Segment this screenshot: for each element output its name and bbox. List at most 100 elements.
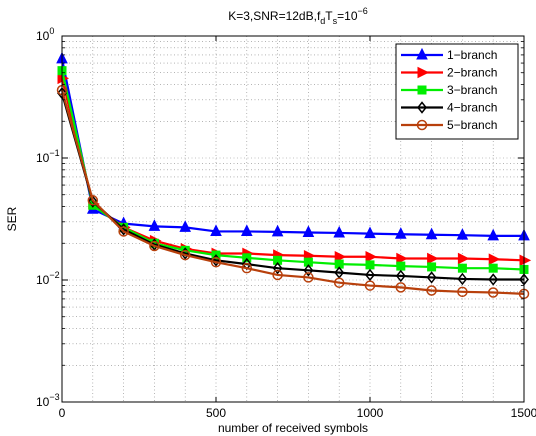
series-line <box>60 70 525 271</box>
data-point <box>303 272 314 283</box>
legend-label: 4−branch <box>447 101 497 115</box>
legend-entry: 2−branch <box>401 66 497 80</box>
data-point <box>118 226 129 237</box>
x-tick-labels: 0 500 1000 1500 <box>59 406 536 420</box>
data-point <box>427 252 439 265</box>
y-tick-label: 10−3 <box>36 392 60 409</box>
data-point <box>488 253 501 266</box>
data-point <box>334 250 347 263</box>
data-point <box>302 225 315 238</box>
legend-entry: 1−branch <box>401 47 497 62</box>
data-point <box>457 252 470 265</box>
data-point <box>87 195 98 208</box>
data-point <box>488 273 499 286</box>
series-line <box>60 78 525 262</box>
y-tick-base: 10 <box>36 273 50 287</box>
data-point <box>241 262 253 274</box>
legend-label: 3−branch <box>447 83 497 97</box>
title-main: K=3,SNR=12dB,f <box>228 9 321 23</box>
y-tick-exponent: 0 <box>49 26 54 36</box>
tick-marks <box>61 35 525 403</box>
data-point <box>210 224 222 236</box>
legend-marker <box>417 101 427 114</box>
data-point <box>272 269 283 281</box>
legend-marker <box>416 47 428 60</box>
y-tick-exponent: −3 <box>49 392 59 402</box>
data-point <box>365 268 375 282</box>
data-point <box>365 260 375 270</box>
y-axis-label: SER <box>5 206 19 231</box>
title-eq: =10 <box>337 9 358 23</box>
data-point <box>457 286 468 298</box>
series-5-branch <box>56 84 530 300</box>
legend-marker <box>417 66 430 79</box>
data-point <box>364 280 376 291</box>
plot-frame <box>61 35 525 403</box>
legend-label: 5−branch <box>447 118 497 132</box>
x-tick-label: 1500 <box>511 406 536 420</box>
data-point <box>395 282 407 293</box>
data-point <box>365 250 378 263</box>
x-tick-label: 1000 <box>357 406 384 420</box>
series-1-branch <box>56 51 530 241</box>
data-point <box>240 224 253 236</box>
data-point <box>427 262 437 272</box>
data-point <box>395 269 406 283</box>
y-tick-label: 10−1 <box>36 148 60 165</box>
x-axis-label: number of received symbols <box>218 421 368 435</box>
data-point <box>272 261 283 275</box>
data-point <box>179 249 191 261</box>
legend-entry: 5−branch <box>401 118 497 132</box>
data-point <box>333 277 345 288</box>
data-point <box>396 261 406 271</box>
data-point <box>487 228 500 241</box>
data-point <box>457 272 468 286</box>
legend: 1−branch 2−branch 3−branch 4−branch 5−branch <box>395 43 519 140</box>
y-tick-label: 100 <box>36 26 54 43</box>
legend-entry: 4−branch <box>401 101 497 115</box>
y-tick-exponent: −2 <box>49 270 59 280</box>
y-tick-base: 10 <box>36 395 50 409</box>
y-tick-base: 10 <box>36 29 50 43</box>
data-point <box>487 287 499 298</box>
legend-marker <box>417 85 427 95</box>
data-point <box>456 228 469 240</box>
data-point <box>396 252 408 265</box>
data-point <box>425 227 438 240</box>
data-point <box>148 219 161 231</box>
title-mid: T <box>325 9 333 23</box>
legend-entry: 3−branch <box>401 83 497 97</box>
series-line <box>60 58 524 237</box>
data-point <box>242 253 252 263</box>
data-point <box>457 263 467 273</box>
chart-title: K=3,SNR=12dB,fdTs=10−6 <box>228 6 368 26</box>
data-point <box>179 220 192 232</box>
data-point <box>488 263 498 273</box>
y-tick-exponent: −1 <box>49 148 59 158</box>
data-point <box>394 227 407 239</box>
data-point <box>210 256 222 268</box>
data-point <box>333 225 346 238</box>
legend-label: 2−branch <box>447 66 497 80</box>
data-point <box>426 285 437 296</box>
legend-box <box>395 43 519 140</box>
legend-label: 1−branch <box>447 48 497 62</box>
x-tick-label: 0 <box>59 406 66 420</box>
y-tick-base: 10 <box>36 151 50 165</box>
x-tick-label: 500 <box>206 406 226 420</box>
data-point <box>426 271 437 284</box>
data-point <box>519 254 532 267</box>
data-point <box>87 195 99 206</box>
series-layer <box>56 51 532 300</box>
data-point <box>271 224 284 237</box>
data-point <box>149 240 160 252</box>
series-line <box>60 89 525 295</box>
y-tick-label: 10−2 <box>36 270 60 287</box>
title-sub-d: d <box>320 16 325 26</box>
data-point <box>364 226 376 239</box>
title-sub-s: s <box>333 16 338 26</box>
legend-marker <box>416 119 428 131</box>
data-point <box>303 264 314 277</box>
